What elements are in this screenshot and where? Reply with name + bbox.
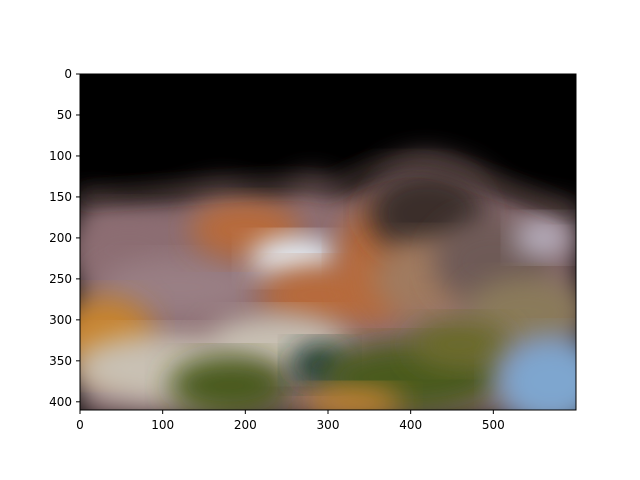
y-tick-label: 200 — [49, 231, 72, 245]
y-tick-label: 300 — [49, 313, 72, 327]
x-tick-label: 200 — [234, 418, 257, 432]
y-axis: 0 50 100 150 200 250 300 350 400 — [49, 67, 80, 409]
x-tick-label: 500 — [482, 418, 505, 432]
x-tick-label: 400 — [399, 418, 422, 432]
heatmap-image — [80, 74, 576, 410]
x-axis: 0 100 200 300 400 500 — [76, 410, 505, 432]
terrain-patch — [99, 257, 260, 318]
terrain-patch — [496, 336, 576, 410]
y-tick-label: 0 — [64, 67, 72, 81]
terrain-patch — [410, 319, 511, 370]
y-tick-label: 50 — [57, 108, 72, 122]
y-tick-label: 250 — [49, 272, 72, 286]
ridge-line — [80, 154, 576, 218]
terrain-patch — [512, 217, 573, 258]
terrain-patch — [168, 355, 289, 410]
y-tick-label: 100 — [49, 149, 72, 163]
y-tick-label: 400 — [49, 395, 72, 409]
y-tick-label: 350 — [49, 354, 72, 368]
terrain-patch — [302, 386, 403, 410]
x-tick-label: 0 — [76, 418, 84, 432]
y-tick-label: 150 — [49, 190, 72, 204]
x-tick-label: 100 — [151, 418, 174, 432]
x-tick-label: 300 — [317, 418, 340, 432]
